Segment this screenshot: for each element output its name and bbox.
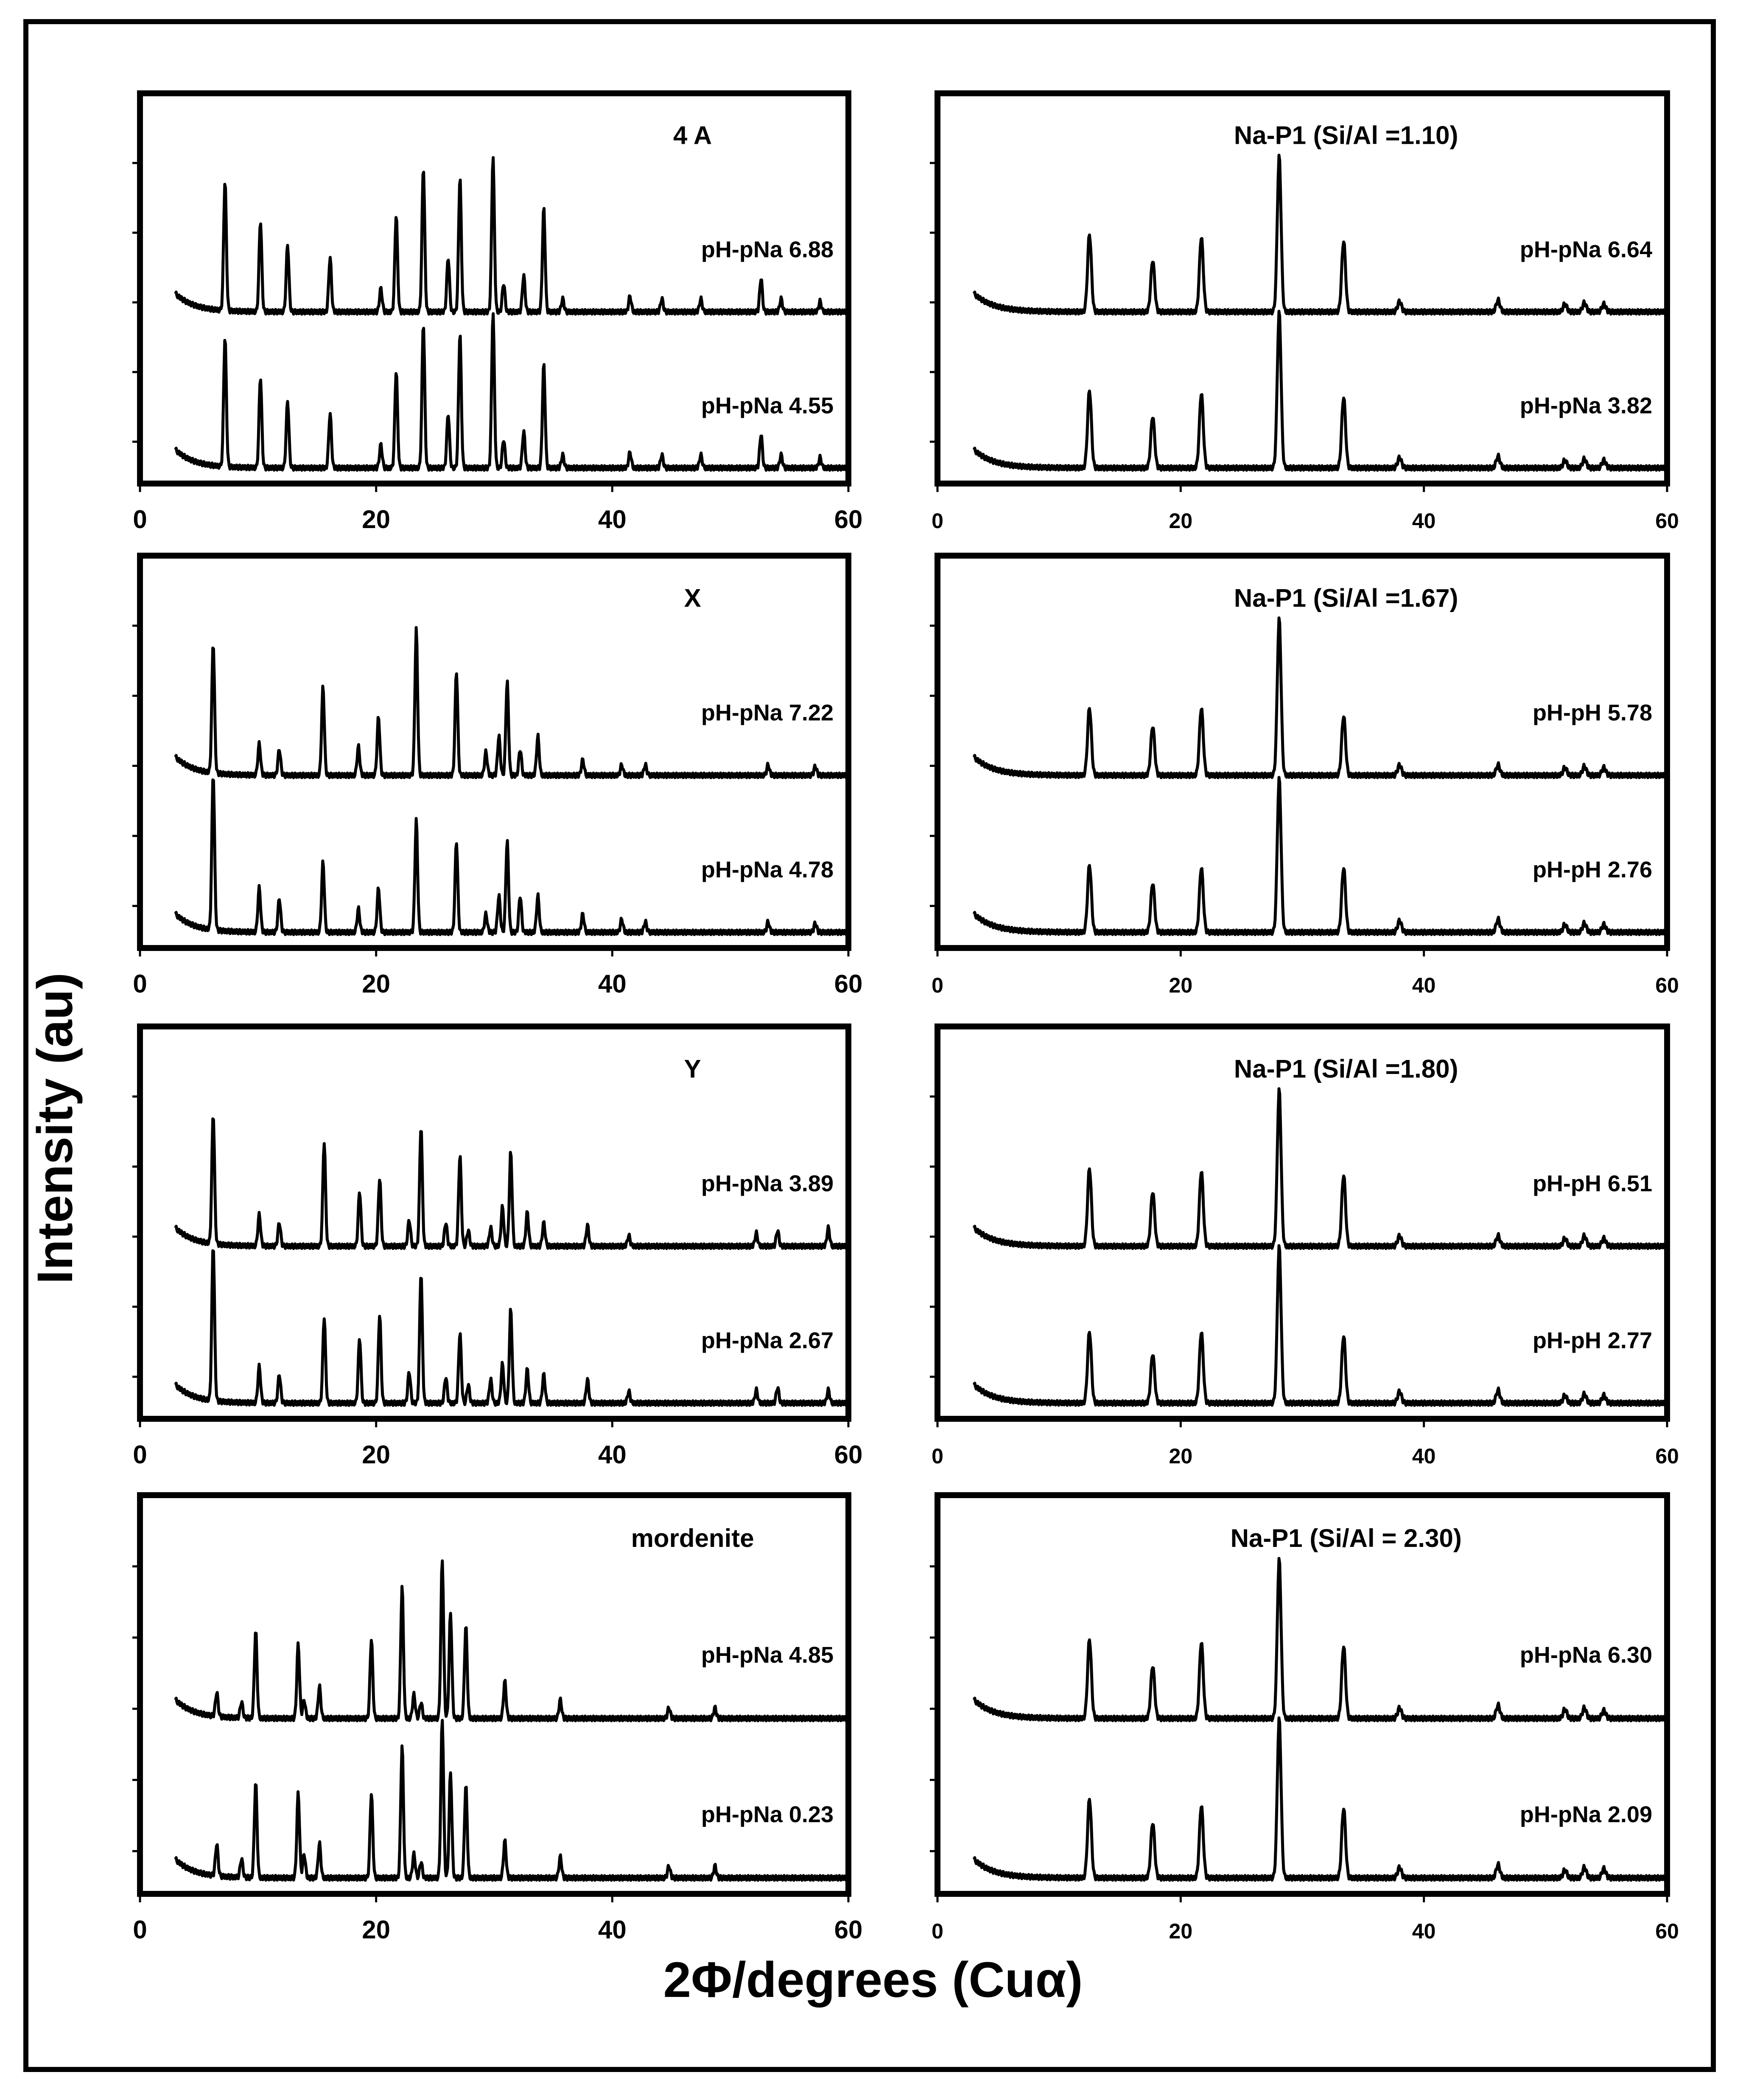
- series-label: pH-pNa 2.67: [701, 1328, 834, 1353]
- panel-frame: [137, 1023, 851, 1422]
- x-tick-label: 40: [598, 1915, 627, 1944]
- x-tick-label: 0: [133, 1440, 147, 1469]
- panel-title: Na-P1 (Si/Al =1.80): [1234, 1054, 1458, 1083]
- x-tick-label: 20: [1169, 1444, 1193, 1468]
- x-tick-label: 40: [598, 970, 627, 998]
- y-axis-label: Intensity (au): [27, 972, 83, 1284]
- series-line: [174, 1719, 850, 1882]
- series-label: pH-pNa 3.82: [1520, 393, 1652, 418]
- x-tick-label: 60: [1655, 509, 1679, 533]
- series-label: pH-pH 6.51: [1533, 1171, 1652, 1197]
- panel-right-2: 0 20 40 60 Na-P1 (Si/Al =1.67) pH-pH 5.78 pH-p…: [930, 553, 1679, 997]
- x-tick-label: 60: [834, 1440, 863, 1469]
- series-line: [174, 626, 850, 779]
- series-line: [972, 616, 1669, 779]
- panel-frame: [137, 1492, 851, 1897]
- panel-left-2: 0 20 40 60 XpH-pNa 7.22 pH-pNa 4.78: [132, 553, 863, 998]
- panel-right-1: 0 20 40 60 Na-P1 (Si/Al =1.10) pH-pNa 6.64 pH-…: [930, 90, 1679, 533]
- series-label: pH-pNa 6.30: [1520, 1642, 1652, 1668]
- panel-title: mordenite: [631, 1524, 754, 1552]
- x-tick-label: 40: [598, 1440, 627, 1469]
- panel-title: Na-P1 (Si/Al = 2.30): [1231, 1524, 1462, 1552]
- x-tick-label: 20: [362, 505, 390, 534]
- series-label: pH-pNa 6.88: [701, 237, 834, 262]
- x-tick-label: 60: [834, 505, 863, 534]
- x-tick-label: 20: [1169, 509, 1193, 533]
- series-label: pH-pH 2.76: [1533, 857, 1652, 883]
- x-tick-label: 40: [1412, 1919, 1436, 1943]
- panel-left-4: 0 20 40 60 mordenite pH-pNa 4.85 pH-pNa 0.23: [132, 1492, 863, 1944]
- x-tick-label: 0: [932, 1444, 943, 1468]
- series-label: pH-pNa 3.89: [701, 1171, 834, 1197]
- series-line: [174, 1117, 850, 1250]
- panel-title: Y: [684, 1054, 701, 1083]
- series-line: [174, 312, 850, 472]
- x-tick-label: 0: [932, 509, 943, 533]
- series-label: pH-pNa 0.23: [701, 1802, 834, 1827]
- x-tick-label: 20: [362, 1915, 390, 1944]
- series-label: pH-pNa 2.09: [1520, 1802, 1652, 1827]
- x-tick-label: 20: [362, 970, 390, 998]
- panel-title: Na-P1 (Si/Al =1.67): [1234, 584, 1458, 612]
- series-label: pH-pNa 4.85: [701, 1642, 834, 1668]
- series-line: [174, 778, 850, 936]
- panel-title: X: [684, 584, 701, 612]
- panel-title: 4 A: [673, 121, 712, 150]
- x-tick-label: 20: [362, 1440, 390, 1469]
- panel-frame: [935, 1023, 1670, 1422]
- panel-frame: [935, 553, 1670, 951]
- panel-title: Na-P1 (Si/Al =1.10): [1234, 121, 1458, 150]
- x-tick-label: 0: [133, 505, 147, 534]
- panel-frame: [935, 90, 1670, 487]
- series-line: [972, 1244, 1669, 1407]
- x-tick-label: 0: [133, 970, 147, 998]
- x-tick-label: 60: [834, 970, 863, 998]
- series-label: pH-pNa 4.78: [701, 857, 834, 883]
- series-line: [972, 154, 1669, 316]
- series-line: [972, 310, 1669, 472]
- series-line: [174, 1559, 850, 1723]
- x-tick-label: 0: [932, 1919, 943, 1943]
- series-line: [972, 1087, 1669, 1250]
- series-line: [972, 776, 1669, 936]
- panel-left-1: 0 20 40 60 4 A pH-pNa 6.88 pH-pNa 4.55: [132, 90, 863, 534]
- series-label: pH-pH 5.78: [1533, 700, 1652, 726]
- series-line: [174, 1249, 850, 1407]
- series-line: [972, 1557, 1669, 1723]
- x-tick-label: 0: [133, 1915, 147, 1944]
- x-tick-label: 60: [1655, 1919, 1679, 1943]
- series-label: pH-pNa 6.64: [1520, 237, 1652, 262]
- panel-right-3: 0 20 40 60 Na-P1 (Si/Al =1.80) pH-pH 6.51 pH-p…: [930, 1023, 1679, 1468]
- x-tick-label: 40: [1412, 973, 1436, 997]
- x-tick-label: 60: [834, 1915, 863, 1944]
- x-tick-label: 40: [1412, 509, 1436, 533]
- series-label: pH-pNa 4.55: [701, 393, 834, 418]
- panel-right-4: 0 20 40 60 Na-P1 (Si/Al = 2.30) pH-pNa 6.30 pH…: [930, 1492, 1679, 1943]
- series-label: pH-pNa 7.22: [701, 700, 834, 726]
- series-line: [972, 1716, 1669, 1882]
- x-axis-label: 2Φ/degrees (Cuα): [663, 1952, 1083, 2008]
- x-tick-label: 40: [1412, 1444, 1436, 1468]
- x-tick-label: 20: [1169, 1919, 1193, 1943]
- panel-frame: [137, 553, 851, 951]
- panel-left-3: 0 20 40 60 YpH-pNa 3.89 pH-pNa 2.67: [132, 1023, 863, 1469]
- x-tick-label: 60: [1655, 1444, 1679, 1468]
- x-tick-label: 60: [1655, 973, 1679, 997]
- series-line: [174, 156, 850, 316]
- x-tick-label: 40: [598, 505, 627, 534]
- series-label: pH-pH 2.77: [1533, 1328, 1652, 1353]
- x-tick-label: 0: [932, 973, 943, 997]
- x-tick-label: 20: [1169, 973, 1193, 997]
- panel-frame: [935, 1492, 1670, 1897]
